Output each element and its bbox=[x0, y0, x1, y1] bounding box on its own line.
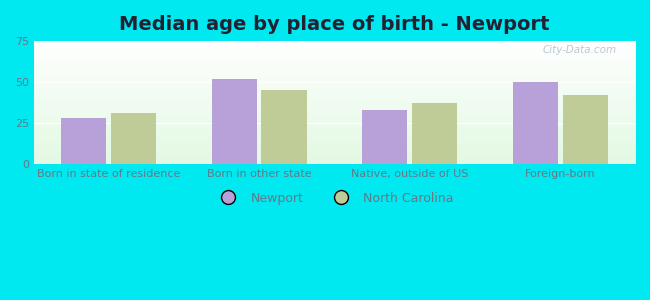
Bar bbox=[61, 118, 107, 164]
Bar bbox=[412, 103, 457, 164]
Bar bbox=[362, 110, 408, 164]
Text: City-Data.com: City-Data.com bbox=[543, 45, 617, 55]
Bar bbox=[261, 90, 307, 164]
Title: Median age by place of birth - Newport: Median age by place of birth - Newport bbox=[119, 15, 550, 34]
Bar bbox=[513, 82, 558, 164]
Bar bbox=[562, 95, 608, 164]
Bar bbox=[212, 79, 257, 164]
Bar bbox=[111, 113, 156, 164]
Legend: Newport, North Carolina: Newport, North Carolina bbox=[211, 187, 459, 210]
